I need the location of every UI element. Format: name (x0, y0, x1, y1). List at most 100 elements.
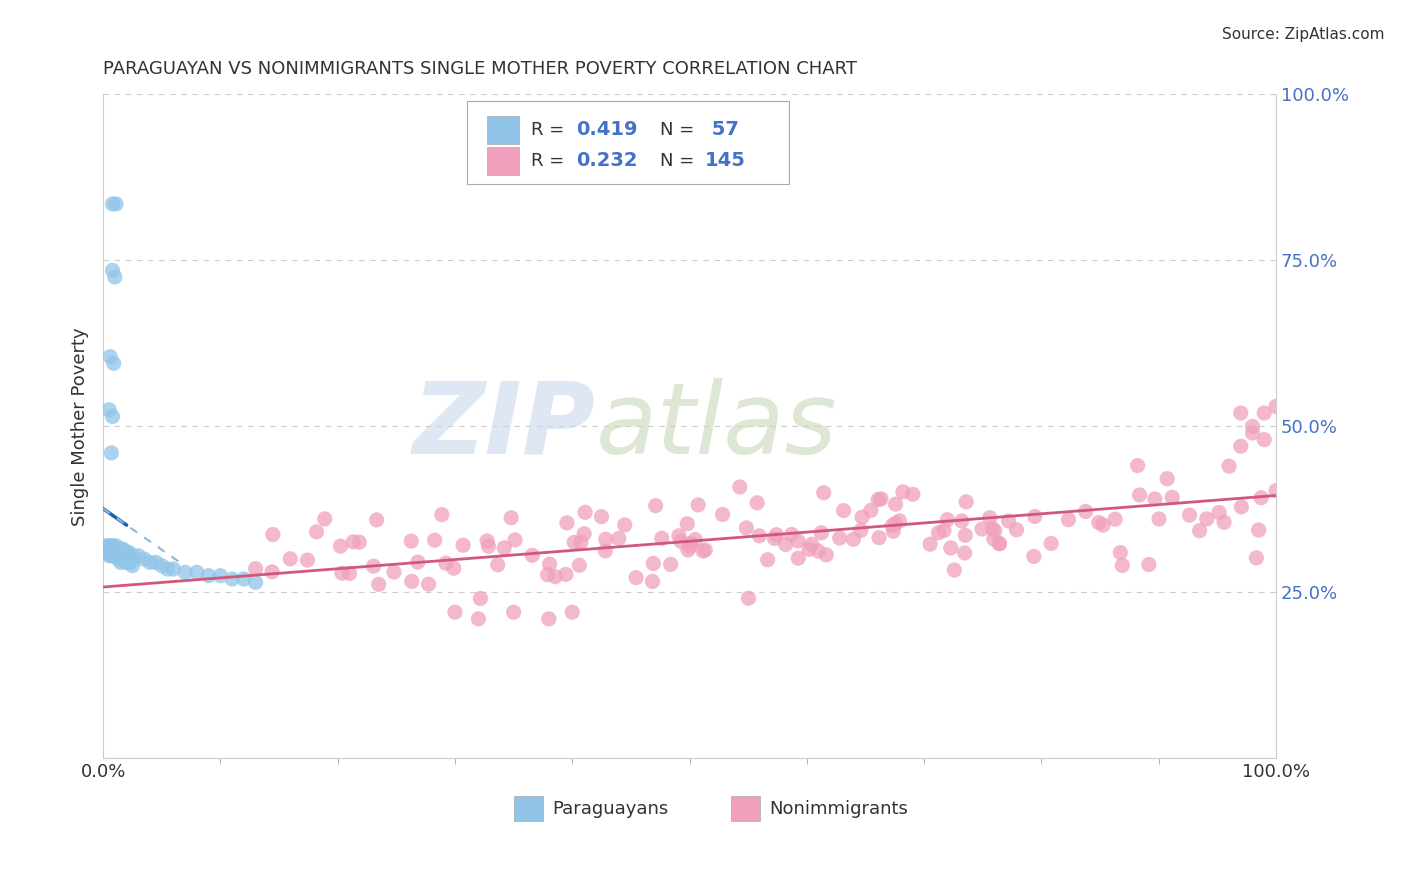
Point (162, 562, 184, 576)
Point (1253, 433, 1275, 447)
Point (502, 605, 524, 619)
FancyBboxPatch shape (513, 796, 543, 822)
Point (1147, 512, 1170, 526)
Point (98, 549, 121, 563)
Text: 0.419: 0.419 (576, 120, 637, 139)
Point (418, 577, 440, 591)
Point (96, 539, 118, 553)
Point (104, 270, 127, 285)
Point (120, 552, 142, 566)
Point (382, 565, 405, 579)
Text: atlas: atlas (596, 378, 838, 475)
Point (787, 551, 810, 566)
Point (297, 553, 319, 567)
Point (1074, 504, 1097, 518)
Point (401, 574, 423, 589)
Text: 145: 145 (704, 152, 745, 170)
Point (884, 516, 907, 531)
Point (134, 552, 156, 566)
Point (150, 558, 173, 573)
Point (939, 541, 962, 555)
Point (554, 567, 576, 582)
Point (537, 612, 560, 626)
Point (98, 539, 121, 553)
Point (501, 510, 523, 524)
Point (676, 543, 699, 558)
Point (659, 558, 682, 572)
Point (339, 566, 361, 581)
Point (342, 534, 364, 549)
Point (1246, 550, 1268, 565)
Point (668, 529, 690, 543)
Point (688, 498, 710, 512)
Point (1022, 549, 1045, 564)
Point (1195, 512, 1218, 526)
Point (112, 549, 135, 563)
Point (101, 263, 124, 277)
Point (112, 552, 135, 566)
Point (538, 557, 561, 571)
Point (98, 542, 121, 557)
Point (932, 524, 955, 538)
Point (1265, 400, 1288, 414)
Point (117, 556, 139, 570)
Point (522, 549, 544, 563)
Point (936, 513, 959, 527)
Point (800, 537, 823, 551)
Point (1229, 406, 1251, 420)
Point (105, 539, 128, 553)
Point (595, 544, 617, 558)
Point (121, 549, 143, 563)
Point (544, 570, 567, 584)
Point (114, 549, 136, 563)
Point (891, 484, 914, 499)
Point (470, 591, 492, 606)
Point (503, 533, 526, 547)
Point (1218, 459, 1240, 474)
Point (1040, 536, 1063, 550)
Point (787, 533, 810, 548)
Point (121, 558, 143, 573)
Point (105, 545, 128, 559)
Point (737, 591, 759, 606)
Point (97, 539, 120, 553)
Point (988, 536, 1011, 550)
Point (97, 545, 120, 559)
Point (943, 563, 966, 577)
Point (868, 492, 890, 507)
Point (209, 568, 232, 582)
Point (197, 568, 219, 582)
Point (810, 525, 832, 540)
Point (1230, 500, 1253, 514)
Point (107, 552, 129, 566)
FancyBboxPatch shape (467, 101, 789, 184)
Text: R =: R = (531, 120, 571, 138)
Point (765, 527, 787, 541)
Point (120, 556, 142, 570)
Point (101, 545, 124, 559)
Point (399, 534, 422, 549)
Point (98, 350, 121, 364)
Point (363, 559, 385, 574)
Point (1126, 458, 1149, 473)
Point (110, 542, 132, 557)
Point (139, 556, 162, 570)
Point (98, 402, 121, 417)
Text: PARAGUAYAN VS NONIMMIGRANTS SINGLE MOTHER POVERTY CORRELATION CHART: PARAGUAYAN VS NONIMMIGRANTS SINGLE MOTHE… (103, 60, 858, 78)
Point (1156, 472, 1178, 486)
Text: Source: ZipAtlas.com: Source: ZipAtlas.com (1222, 27, 1385, 42)
Point (103, 356, 125, 370)
Point (1250, 491, 1272, 505)
Text: R =: R = (531, 152, 571, 169)
Point (683, 533, 706, 547)
Point (1087, 516, 1109, 530)
Point (984, 524, 1007, 538)
Point (232, 572, 254, 586)
Point (260, 565, 283, 579)
Point (314, 512, 336, 526)
Point (979, 510, 1001, 524)
Point (815, 548, 838, 562)
Point (807, 544, 830, 558)
Point (775, 537, 797, 551)
Point (278, 551, 301, 566)
